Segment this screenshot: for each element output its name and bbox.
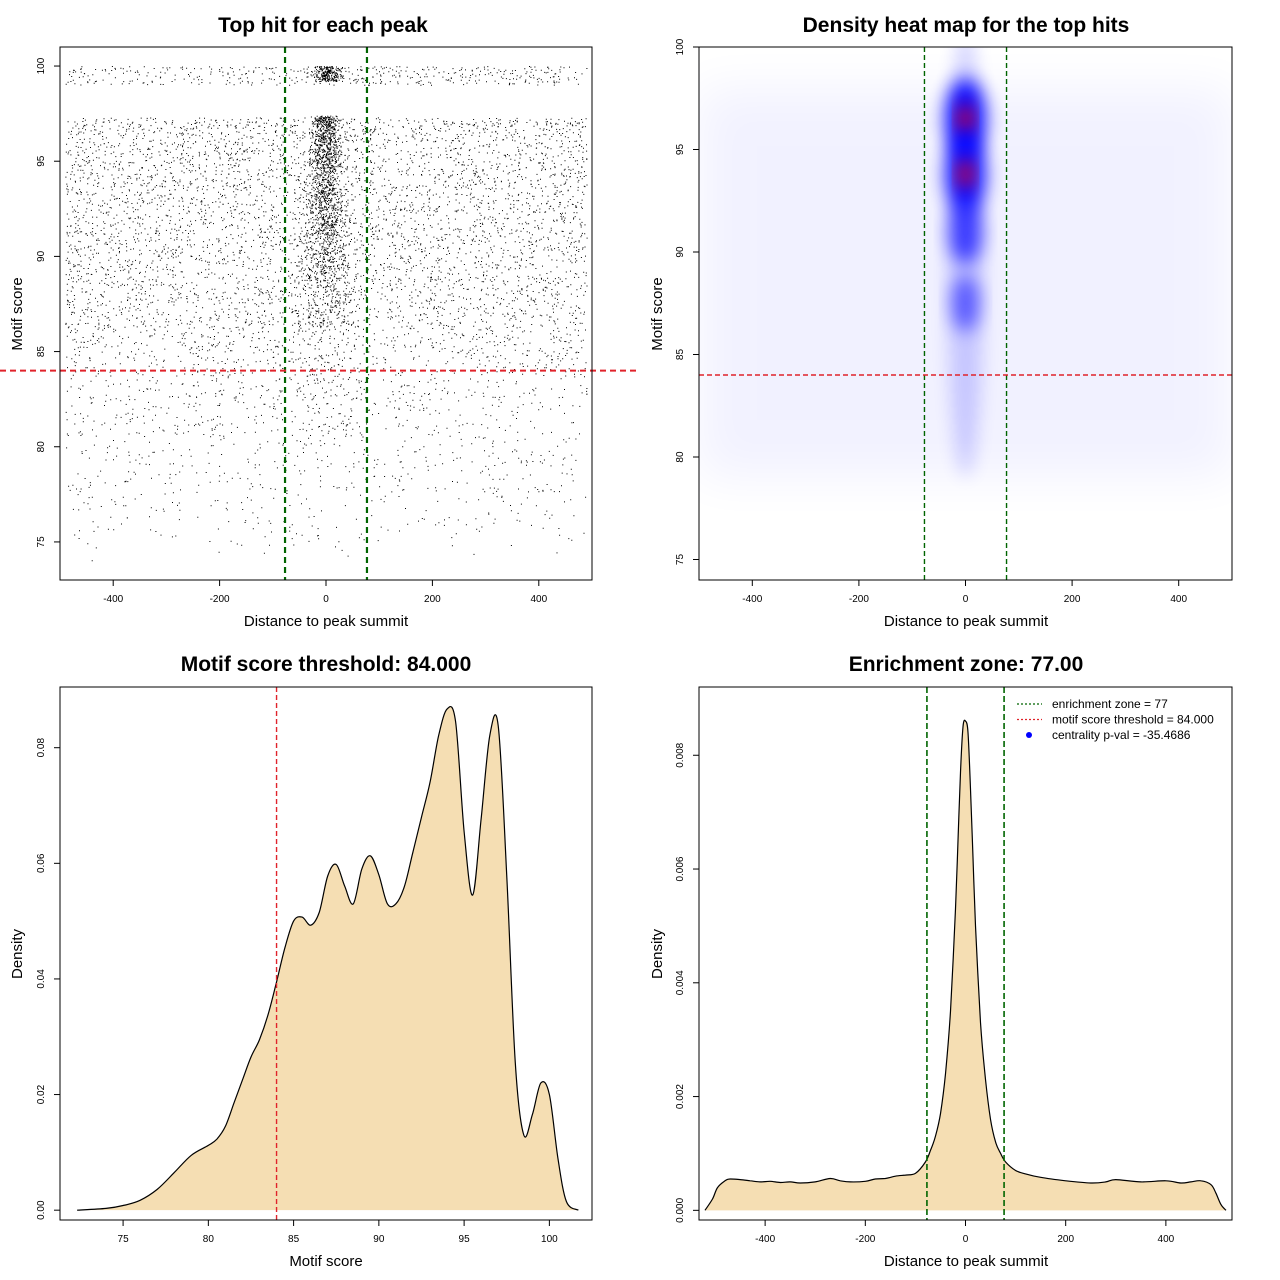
y-tick-label: 80 [36,441,47,453]
y-tick-label: 95 [36,155,47,167]
y-tick-label: 90 [36,250,47,262]
score-density-y-ticks: 0.00 0.02 0.04 0.06 0.08 [36,738,60,1220]
panel-scatter: Top hit for each peak -400 -200 0 200 400 75… [0,14,640,630]
y-tick-label: 90 [675,246,686,258]
score-density-title: Motif score threshold: 84.000 [181,653,472,676]
x-tick-label: -400 [103,594,123,605]
y-tick-label: 75 [36,536,47,548]
scatter-x-axis-label: Distance to peak summit [244,613,409,630]
distance-density-legend: enrichment zone = 77 motif score threshol… [1017,697,1214,742]
y-tick-label: 95 [675,144,686,156]
scatter-points [65,66,588,562]
scatter-x-ticks: -400 -200 0 200 400 [103,580,548,605]
x-tick-label: 0 [323,594,329,605]
y-tick-label: 0.02 [36,1084,47,1104]
distance-density-x-axis-label: Distance to peak summit [884,1253,1049,1270]
distance-density-reference-lines [926,687,1005,1220]
heatmap-hotspot-peak [958,160,973,189]
score-density-fill [77,706,579,1211]
y-tick-label: 85 [675,349,686,361]
x-tick-label: 200 [424,594,441,605]
score-density-curve [77,705,579,1211]
x-tick-label: 85 [288,1234,300,1245]
y-tick-label: 0.08 [36,738,47,758]
y-tick-label: 0.06 [36,853,47,873]
heatmap-density [699,47,1232,478]
panel-score-density: Motif score threshold: 84.000 75 80 85 90 95… [9,653,593,1270]
y-tick-label: 75 [675,554,686,566]
x-tick-label: 95 [459,1234,471,1245]
score-density-x-axis-label: Motif score [289,1253,362,1270]
distance-density-area [704,719,1227,1211]
score-density-plot-frame [59,686,593,1221]
y-tick-label: 100 [36,57,47,74]
distance-density-fill [705,720,1226,1211]
x-tick-label: 0 [963,594,969,605]
scatter-title: Top hit for each peak [218,14,428,37]
x-tick-label: -400 [755,1234,775,1245]
distance-density-y-axis-label: Density [649,928,666,979]
legend-entry-label: centrality p-val = -35.4686 [1052,728,1191,742]
distance-density-title: Enrichment zone: 77.00 [849,653,1084,676]
y-tick-label: 0.002 [675,1084,686,1109]
distance-density-y-ticks: 0.000 0.002 0.004 0.006 0.008 [675,742,699,1223]
x-tick-label: 200 [1057,1234,1074,1245]
legend-point-marker [1026,732,1032,738]
heatmap-x-ticks: -400 -200 0 200 400 [742,580,1187,605]
x-tick-label: 400 [1170,594,1187,605]
x-tick-label: -200 [855,1234,875,1245]
heatmap-title: Density heat map for the top hits [803,14,1130,37]
scatter-reference-lines [0,47,640,580]
heatmap-y-ticks: 75 80 85 90 95 100 [675,38,699,565]
x-tick-label: 75 [118,1234,130,1245]
y-tick-label: 0.006 [675,856,686,881]
score-density-x-ticks: 75 80 85 90 95 100 [118,1220,558,1245]
x-tick-label: 0 [963,1234,969,1245]
x-tick-label: 100 [541,1234,558,1245]
score-density-y-axis-label: Density [9,928,26,979]
heatmap-hotspot [949,198,982,265]
y-tick-label: 85 [36,346,47,358]
scatter-y-ticks: 75 80 85 90 95 100 [36,57,60,547]
x-tick-label: 80 [203,1234,215,1245]
heatmap-reference-lines [699,47,1232,580]
x-tick-label: 400 [1158,1234,1175,1245]
y-tick-label: 0.00 [36,1200,47,1220]
distance-density-x-ticks: -400 -200 0 200 400 [755,1220,1175,1245]
score-density-area [77,705,579,1211]
heatmap-x-axis-label: Distance to peak summit [884,613,1049,630]
scatter-y-axis-label: Motif score [9,277,26,350]
heatmap-hotspot-peak [958,104,973,133]
y-tick-label: 0.004 [675,970,686,995]
y-tick-label: 100 [675,38,686,55]
legend-entry-label: motif score threshold = 84.000 [1052,713,1214,727]
x-tick-label: 200 [1064,594,1081,605]
heatmap-hotspot [952,274,979,332]
legend-entry-label: enrichment zone = 77 [1052,697,1168,711]
y-tick-label: 0.04 [36,969,47,989]
y-tick-label: 0.000 [675,1197,686,1222]
distance-density-curve [704,719,1227,1211]
panel-distance-density: Enrichment zone: 77.00 -400 -200 0 200 400 0… [649,653,1233,1270]
x-tick-label: 90 [373,1234,385,1245]
x-tick-label: -200 [849,594,869,605]
panel-heatmap: Density heat map for the top hits -400 -2… [649,14,1233,630]
scatter-point-cloud [65,66,588,562]
y-tick-label: 0.008 [675,742,686,767]
y-tick-label: 80 [675,451,686,463]
x-tick-label: -400 [742,594,762,605]
x-tick-label: 400 [530,594,547,605]
x-tick-label: -200 [210,594,230,605]
heatmap-y-axis-label: Motif score [649,277,666,350]
